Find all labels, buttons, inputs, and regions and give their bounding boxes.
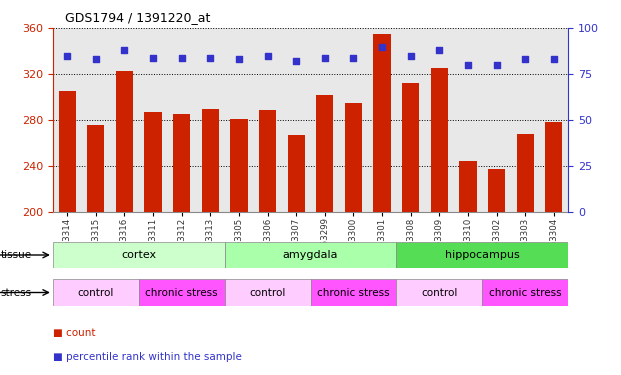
Bar (173, 114, 190, 212)
Point (177, 54, 187, 60)
Point (520, 56, 530, 62)
Bar (259, 110, 276, 212)
Point (206, 54, 215, 60)
Text: tissue: tissue (1, 250, 32, 260)
Bar (116, 70, 133, 212)
Text: amygdala: amygdala (283, 250, 338, 260)
Bar (310, 279, 396, 306)
Point (463, 62, 473, 68)
Point (406, 53, 415, 59)
Point (148, 54, 158, 60)
Text: control: control (421, 288, 458, 297)
Text: chronic stress: chronic stress (489, 288, 561, 297)
Text: ■ count: ■ count (53, 328, 95, 338)
Point (377, 44, 387, 50)
Bar (431, 68, 448, 212)
Point (119, 47, 129, 53)
Text: control: control (78, 288, 114, 297)
Point (348, 54, 358, 60)
Bar (316, 95, 333, 212)
Bar (396, 242, 568, 268)
Point (263, 53, 273, 59)
Bar (545, 122, 563, 212)
Bar (517, 134, 534, 212)
Point (291, 58, 301, 64)
Bar (373, 34, 391, 212)
Text: ■ percentile rank within the sample: ■ percentile rank within the sample (53, 352, 242, 362)
Bar (460, 161, 476, 212)
Bar (138, 279, 225, 306)
Text: hippocampus: hippocampus (445, 250, 520, 260)
Point (492, 62, 502, 68)
Point (91, 56, 101, 62)
Bar (87, 124, 104, 212)
Bar (402, 83, 419, 212)
Text: cortex: cortex (121, 250, 156, 260)
Bar (345, 103, 362, 212)
Bar (488, 170, 505, 212)
Text: control: control (250, 288, 286, 297)
Bar (225, 242, 396, 268)
Text: GDS1794 / 1391220_at: GDS1794 / 1391220_at (65, 11, 211, 24)
Point (320, 54, 330, 60)
Point (435, 47, 445, 53)
Bar (53, 279, 138, 306)
Bar (58, 91, 76, 212)
Text: chronic stress: chronic stress (145, 288, 218, 297)
Bar (145, 112, 161, 212)
Text: chronic stress: chronic stress (317, 288, 390, 297)
Point (549, 56, 559, 62)
Bar (288, 135, 305, 212)
Bar (230, 119, 248, 212)
Bar (396, 279, 483, 306)
Point (62, 53, 72, 59)
Bar (225, 279, 310, 306)
Bar (483, 279, 568, 306)
Text: stress: stress (1, 288, 32, 297)
Point (234, 56, 244, 62)
Bar (53, 242, 225, 268)
Bar (202, 108, 219, 212)
